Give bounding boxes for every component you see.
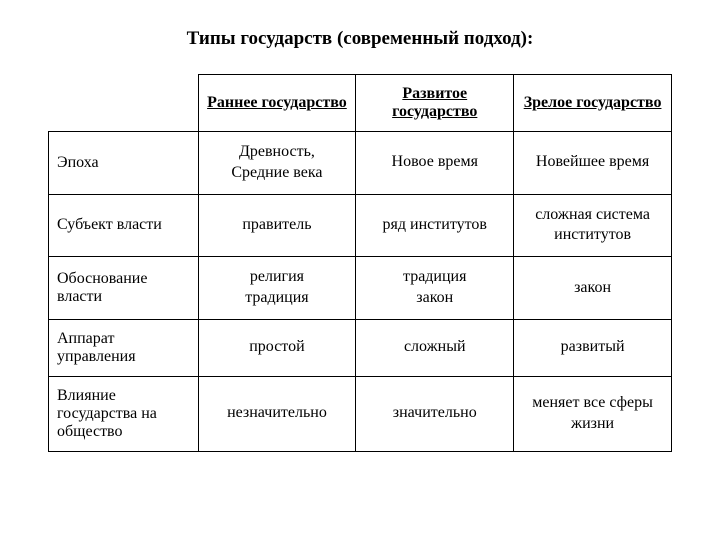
cell-line: институтов <box>522 225 663 246</box>
table-cell: закон <box>514 257 672 320</box>
table-cell: развитый <box>514 319 672 376</box>
header-blank <box>49 75 199 132</box>
table-cell: Новейшее время <box>514 132 672 195</box>
table-header-row: Раннее государство Развитое государство … <box>49 75 672 132</box>
cell-line: религия <box>207 267 348 288</box>
cell-line: Новое время <box>364 152 505 173</box>
table-cell: правитель <box>198 194 356 257</box>
row-label: Обоснование власти <box>49 257 199 320</box>
states-table: Раннее государство Развитое государство … <box>48 74 672 452</box>
page-title: Типы государств (современный подход): <box>48 28 672 50</box>
table-row: Аппарат управления простой сложный развитый <box>49 319 672 376</box>
cell-line: Средние века <box>207 163 348 184</box>
row-label: Эпоха <box>49 132 199 195</box>
table-cell: религиятрадиция <box>198 257 356 320</box>
cell-line: развитый <box>522 337 663 358</box>
table-row: Влияние государства на общество незначите… <box>49 376 672 451</box>
table-row: Обоснование властирелигиятрадициятрадици… <box>49 257 672 320</box>
header-col-2: Развитое государство <box>356 75 514 132</box>
cell-line: традиция <box>207 288 348 309</box>
table-cell: меняет все сферыжизни <box>514 376 672 451</box>
cell-line: правитель <box>207 215 348 236</box>
table-cell: сложный <box>356 319 514 376</box>
cell-line: Новейшее время <box>522 152 663 173</box>
cell-line: простой <box>207 337 348 358</box>
cell-line: ряд институтов <box>364 215 505 236</box>
table-cell: простой <box>198 319 356 376</box>
table-cell: значительно <box>356 376 514 451</box>
cell-line: значительно <box>364 403 505 424</box>
cell-line: закон <box>522 278 663 299</box>
cell-line: сложная система <box>522 205 663 226</box>
table-cell: незначительно <box>198 376 356 451</box>
header-col-1: Раннее государство <box>198 75 356 132</box>
table-cell: Древность,Средние века <box>198 132 356 195</box>
row-label: Влияние государства на общество <box>49 376 199 451</box>
cell-line: традиция <box>364 267 505 288</box>
table-body: ЭпохаДревность,Средние векаНовое времяНо… <box>49 132 672 452</box>
cell-line: Древность, <box>207 142 348 163</box>
table-cell: Новое время <box>356 132 514 195</box>
table-row: Субъект власти правитель ряд институтов сло… <box>49 194 672 257</box>
table-cell: традициязакон <box>356 257 514 320</box>
row-label: Субъект власти <box>49 194 199 257</box>
table-row: ЭпохаДревность,Средние векаНовое времяНо… <box>49 132 672 195</box>
cell-line: меняет все сферы <box>522 393 663 414</box>
cell-line: закон <box>364 288 505 309</box>
row-label: Аппарат управления <box>49 319 199 376</box>
table-cell: сложная системаинститутов <box>514 194 672 257</box>
cell-line: жизни <box>522 414 663 435</box>
cell-line: незначительно <box>207 403 348 424</box>
cell-line: сложный <box>364 337 505 358</box>
table-cell: ряд институтов <box>356 194 514 257</box>
header-col-3: Зрелое государство <box>514 75 672 132</box>
